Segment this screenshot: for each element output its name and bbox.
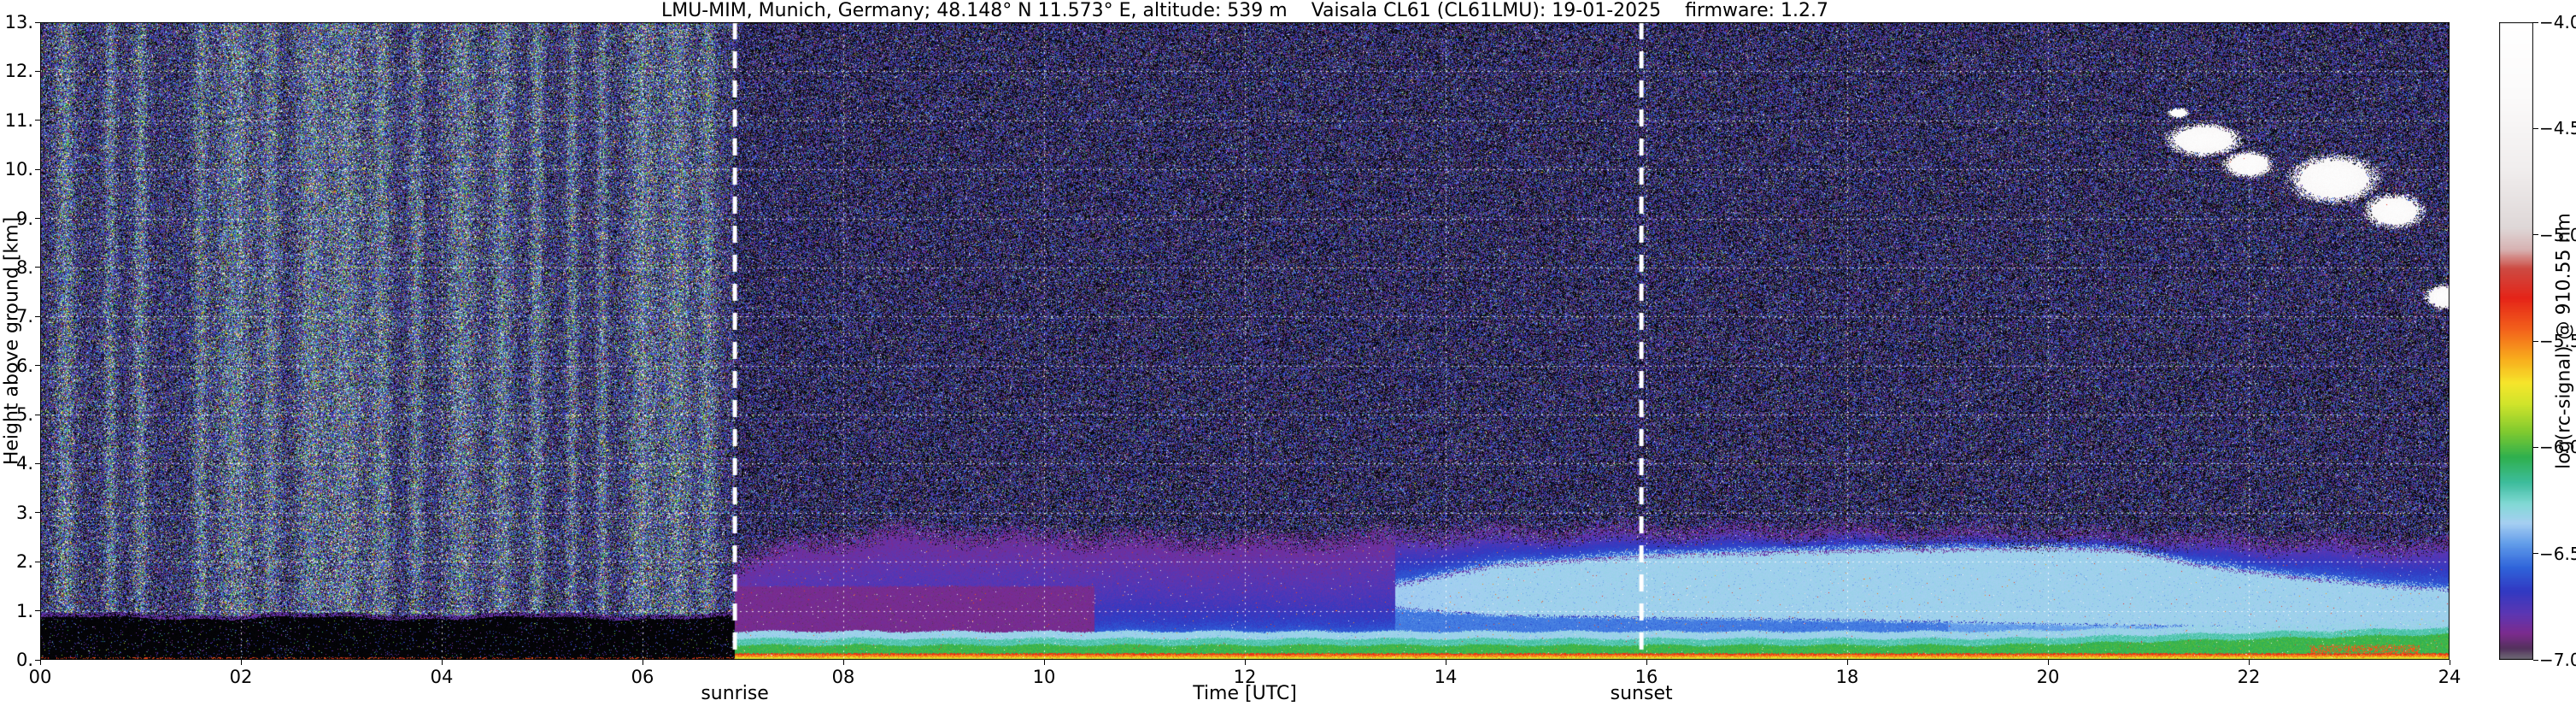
y-tick-mark — [35, 21, 40, 23]
colorbar-tick-label: −6.5 — [2539, 543, 2576, 564]
colorbar-tick-mark — [2533, 659, 2538, 661]
colorbar-tick-label: −4.0 — [2539, 12, 2576, 32]
x-tick-label: 20 — [2036, 667, 2060, 687]
colorbar-tick-mark — [2533, 553, 2538, 555]
x-tick-mark — [39, 660, 41, 665]
x-tick-mark — [441, 660, 443, 665]
y-tick-mark — [35, 315, 40, 317]
y-tick-label: 2. — [15, 551, 33, 573]
x-tick-mark — [842, 660, 844, 665]
chart-title: LMU-MIM, Munich, Germany; 48.148° N 11.5… — [660, 0, 1829, 21]
x-tick-mark — [2047, 660, 2049, 665]
y-tick-mark — [35, 267, 40, 268]
y-tick-mark — [35, 610, 40, 612]
colorbar-tick-label: −7.0 — [2539, 650, 2576, 670]
x-tick-label: 00 — [28, 667, 52, 687]
x-tick-mark — [1043, 660, 1045, 665]
x-tick-mark — [240, 660, 242, 665]
x-tick-label: 10 — [1032, 667, 1056, 687]
y-tick-label: 10. — [4, 159, 33, 180]
y-tick-label: 1. — [15, 600, 33, 621]
y-tick-label: 6. — [15, 355, 33, 376]
colorbar-tick-mark — [2533, 340, 2538, 342]
y-tick-label: 0. — [15, 650, 33, 670]
sunset-label: sunset — [1610, 683, 1673, 704]
x-tick-label: 02 — [229, 667, 253, 687]
x-tick-label: 24 — [2438, 667, 2462, 687]
y-tick-label: 11. — [4, 109, 33, 131]
colorbar-canvas — [2499, 22, 2533, 660]
x-tick-label: 14 — [1434, 667, 1458, 687]
x-tick-mark — [2248, 660, 2250, 665]
colorbar-tick-mark — [2533, 234, 2538, 236]
x-tick-mark — [1646, 660, 1647, 665]
y-tick-mark — [35, 659, 40, 661]
y-tick-mark — [35, 512, 40, 514]
sunrise-label: sunrise — [701, 683, 769, 704]
y-tick-mark — [35, 120, 40, 121]
y-tick-label: 8. — [15, 256, 33, 278]
x-tick-label: 06 — [631, 667, 654, 687]
x-tick-label: 22 — [2237, 667, 2261, 687]
colorbar-tick-mark — [2533, 127, 2538, 129]
y-tick-label: 12. — [4, 61, 33, 82]
y-axis-title: Height above ground [km] — [1, 216, 23, 466]
y-tick-mark — [35, 365, 40, 367]
x-axis-title: Time [UTC] — [1193, 683, 1297, 704]
y-tick-mark — [35, 462, 40, 464]
x-tick-label: 04 — [430, 667, 454, 687]
colorbar-tick-label: −5.5 — [2539, 331, 2576, 351]
colorbar-tick-mark — [2533, 21, 2538, 23]
x-tick-label: 12 — [1233, 667, 1257, 687]
x-tick-label: 18 — [1835, 667, 1859, 687]
colorbar-tick-label: −6.0 — [2539, 437, 2576, 458]
x-tick-label: 08 — [831, 667, 855, 687]
colorbar-tick-label: −4.5 — [2539, 118, 2576, 139]
colorbar-tick-mark — [2533, 446, 2538, 448]
y-tick-mark — [35, 168, 40, 170]
heatmap-canvas — [40, 22, 2450, 660]
x-tick-label: 16 — [1634, 667, 1658, 687]
y-tick-label: 7. — [15, 306, 33, 327]
colorbar-tick-label: −5.0 — [2539, 224, 2576, 245]
x-tick-mark — [1244, 660, 1246, 665]
y-tick-label: 4. — [15, 453, 33, 474]
y-tick-label: 13. — [4, 12, 33, 32]
y-tick-label: 5. — [15, 404, 33, 426]
y-tick-mark — [35, 218, 40, 220]
y-tick-label: 3. — [15, 502, 33, 523]
y-tick-mark — [35, 70, 40, 72]
y-tick-label: 9. — [15, 208, 33, 229]
x-tick-mark — [1846, 660, 1848, 665]
